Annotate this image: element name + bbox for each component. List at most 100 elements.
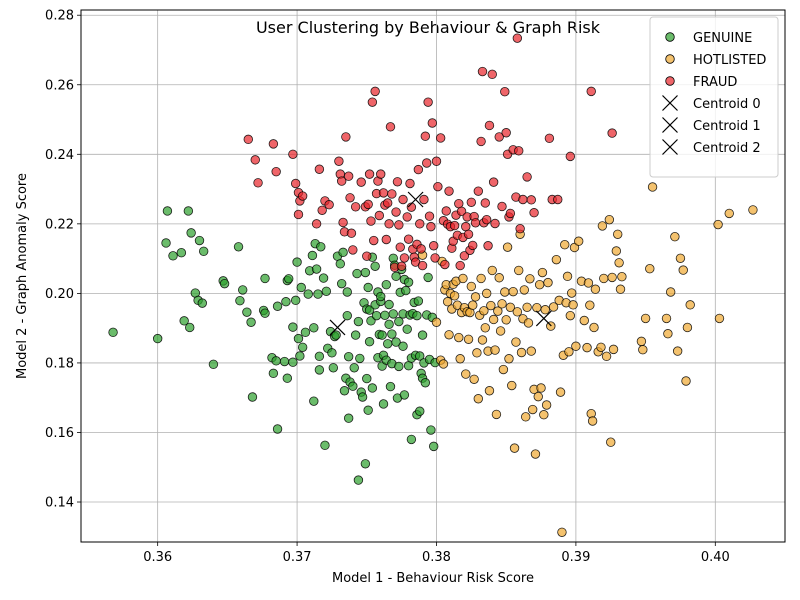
data-point-hotlisted xyxy=(488,314,499,325)
data-point-fraud xyxy=(396,261,407,271)
data-point-genuine xyxy=(367,383,378,393)
data-point-hotlisted xyxy=(493,306,503,316)
y-tick-label: 0.28 xyxy=(45,9,74,24)
data-point-genuine xyxy=(338,247,348,258)
data-point-hotlisted xyxy=(573,236,584,246)
data-point-hotlisted xyxy=(663,329,673,339)
chart-title: User Clustering by Behaviour & Graph Ris… xyxy=(256,18,601,37)
y-axis-label: Model 2 - Graph Anomaly Score xyxy=(15,173,30,379)
legend-marker-hotlisted xyxy=(665,54,675,64)
data-point-fraud xyxy=(362,251,372,261)
data-point-fraud xyxy=(399,253,410,263)
data-point-genuine xyxy=(406,434,417,445)
data-point-fraud xyxy=(422,158,432,168)
data-point-hotlisted xyxy=(548,302,559,312)
data-point-hotlisted xyxy=(477,335,488,345)
data-point-genuine xyxy=(290,295,301,306)
legend-centroid-icon xyxy=(662,117,678,133)
data-point-fraud xyxy=(481,214,492,225)
data-point-genuine xyxy=(197,298,207,308)
data-point-genuine xyxy=(272,301,283,311)
x-tick-label: 0.39 xyxy=(561,550,590,565)
data-point-genuine xyxy=(394,361,404,372)
data-point-fraud xyxy=(363,199,373,210)
data-point-fraud xyxy=(311,219,322,229)
data-point-genuine xyxy=(353,475,364,485)
data-point-hotlisted xyxy=(611,246,622,256)
data-point-fraud xyxy=(477,66,488,77)
data-point-genuine xyxy=(398,341,408,351)
data-point-fraud xyxy=(415,219,425,229)
data-point-hotlisted xyxy=(468,300,478,310)
data-point-hotlisted xyxy=(498,364,509,375)
data-point-fraud xyxy=(293,209,304,220)
data-point-hotlisted xyxy=(585,300,595,310)
data-point-fraud xyxy=(487,69,497,80)
data-point-hotlisted xyxy=(571,341,581,351)
data-point-genuine xyxy=(331,330,341,340)
data-point-hotlisted xyxy=(454,332,464,343)
data-point-hotlisted xyxy=(504,354,514,364)
data-point-genuine xyxy=(399,390,410,400)
data-point-hotlisted xyxy=(508,286,518,297)
data-point-hotlisted xyxy=(514,265,524,276)
data-point-hotlisted xyxy=(748,205,758,215)
data-point-genuine xyxy=(288,357,298,367)
data-point-genuine xyxy=(186,228,196,238)
y-tick-label: 0.14 xyxy=(45,496,74,511)
data-point-hotlisted xyxy=(661,313,672,324)
data-point-genuine xyxy=(342,310,352,321)
data-point-genuine xyxy=(162,206,173,216)
data-point-fraud xyxy=(529,208,539,218)
legend-marker-fraud xyxy=(665,76,675,86)
centroid-0-marker xyxy=(329,319,346,336)
data-point-fraud xyxy=(514,146,524,156)
data-point-hotlisted xyxy=(458,273,468,284)
data-point-fraud xyxy=(512,33,523,43)
data-point-hotlisted xyxy=(470,292,481,302)
data-point-genuine xyxy=(295,351,305,361)
data-point-genuine xyxy=(242,307,252,317)
data-point-fraud xyxy=(324,200,334,210)
data-point-genuine xyxy=(376,291,386,302)
data-point-genuine xyxy=(343,413,354,423)
data-point-hotlisted xyxy=(608,344,619,355)
data-point-fraud xyxy=(488,177,499,187)
data-point-genuine xyxy=(321,286,332,296)
data-point-genuine xyxy=(327,348,337,358)
data-point-fraud xyxy=(356,177,366,187)
data-point-genuine xyxy=(185,322,195,333)
data-point-hotlisted xyxy=(543,277,553,288)
data-point-hotlisted xyxy=(486,300,496,311)
data-point-fraud xyxy=(565,151,576,162)
data-point-genuine xyxy=(382,339,393,349)
data-point-hotlisted xyxy=(463,334,474,344)
y-tick-label: 0.20 xyxy=(45,287,74,302)
data-point-fraud xyxy=(483,241,493,251)
legend-label-centroid-0: Centroid 0 xyxy=(693,97,761,112)
data-point-hotlisted xyxy=(525,274,535,284)
data-point-hotlisted xyxy=(461,369,471,379)
data-point-genuine xyxy=(300,327,311,338)
y-tick-label: 0.26 xyxy=(45,78,74,93)
data-point-hotlisted xyxy=(449,291,460,301)
data-point-genuine xyxy=(388,309,398,319)
data-point-genuine xyxy=(108,327,118,338)
data-point-fraud xyxy=(336,176,347,186)
data-point-hotlisted xyxy=(469,374,479,384)
data-point-fraud xyxy=(314,164,325,174)
data-point-hotlisted xyxy=(568,300,578,310)
data-point-hotlisted xyxy=(597,221,608,231)
data-point-hotlisted xyxy=(638,345,648,355)
data-point-hotlisted xyxy=(494,273,504,283)
x-tick-label: 0.36 xyxy=(143,550,172,565)
data-point-fraud xyxy=(345,193,355,203)
data-point-genuine xyxy=(352,268,362,279)
data-point-fraud xyxy=(607,128,617,138)
data-point-fraud xyxy=(515,224,525,234)
data-point-fraud xyxy=(449,220,460,231)
y-tick-label: 0.22 xyxy=(45,217,74,232)
data-point-hotlisted xyxy=(455,354,465,364)
data-points xyxy=(108,33,758,537)
